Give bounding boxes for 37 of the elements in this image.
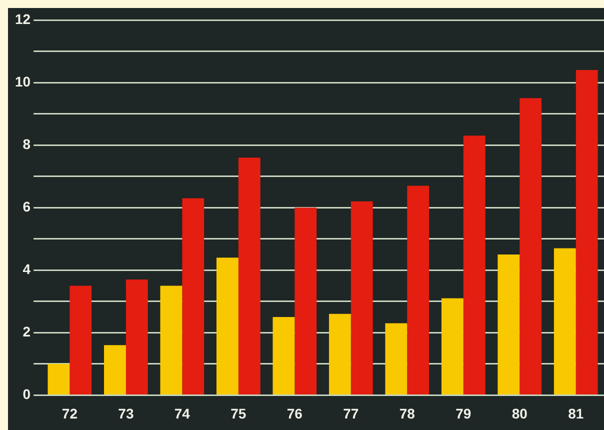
x-tick-label: 75 bbox=[230, 405, 246, 422]
y-tick-label: 2 bbox=[22, 324, 31, 340]
x-tick-label: 74 bbox=[174, 405, 190, 422]
bar bbox=[463, 136, 486, 394]
bar bbox=[126, 280, 148, 394]
y-tick-label: 0 bbox=[22, 386, 31, 402]
x-tick-label: 72 bbox=[62, 405, 78, 422]
bar bbox=[407, 186, 430, 394]
x-tick-label: 81 bbox=[568, 405, 584, 422]
bar bbox=[385, 323, 408, 394]
x-tick-label: 80 bbox=[512, 405, 528, 422]
bar bbox=[350, 201, 373, 394]
bar bbox=[216, 258, 238, 394]
bar bbox=[520, 98, 542, 394]
bar bbox=[272, 317, 295, 394]
bar bbox=[294, 208, 317, 394]
bar bbox=[576, 70, 598, 394]
y-tick-label: 4 bbox=[22, 260, 31, 277]
bar bbox=[498, 254, 520, 394]
bar bbox=[328, 314, 351, 394]
y-tick-label: 10 bbox=[14, 73, 31, 90]
x-tick-label: 76 bbox=[286, 405, 303, 422]
x-tick-label: 73 bbox=[118, 405, 134, 422]
x-tick-label: 77 bbox=[343, 405, 359, 422]
x-tick-label: 79 bbox=[456, 405, 472, 422]
bar bbox=[48, 364, 70, 394]
y-tick-label: 12 bbox=[14, 10, 31, 27]
bar bbox=[70, 286, 92, 394]
y-tick-label: 6 bbox=[22, 198, 31, 214]
bar bbox=[160, 286, 182, 394]
bar bbox=[441, 298, 464, 394]
bar bbox=[238, 158, 260, 394]
y-tick-label: 8 bbox=[22, 136, 31, 152]
x-tick-label: 78 bbox=[399, 405, 416, 422]
bar bbox=[182, 198, 204, 394]
bar bbox=[104, 345, 126, 394]
bar bbox=[554, 248, 576, 394]
